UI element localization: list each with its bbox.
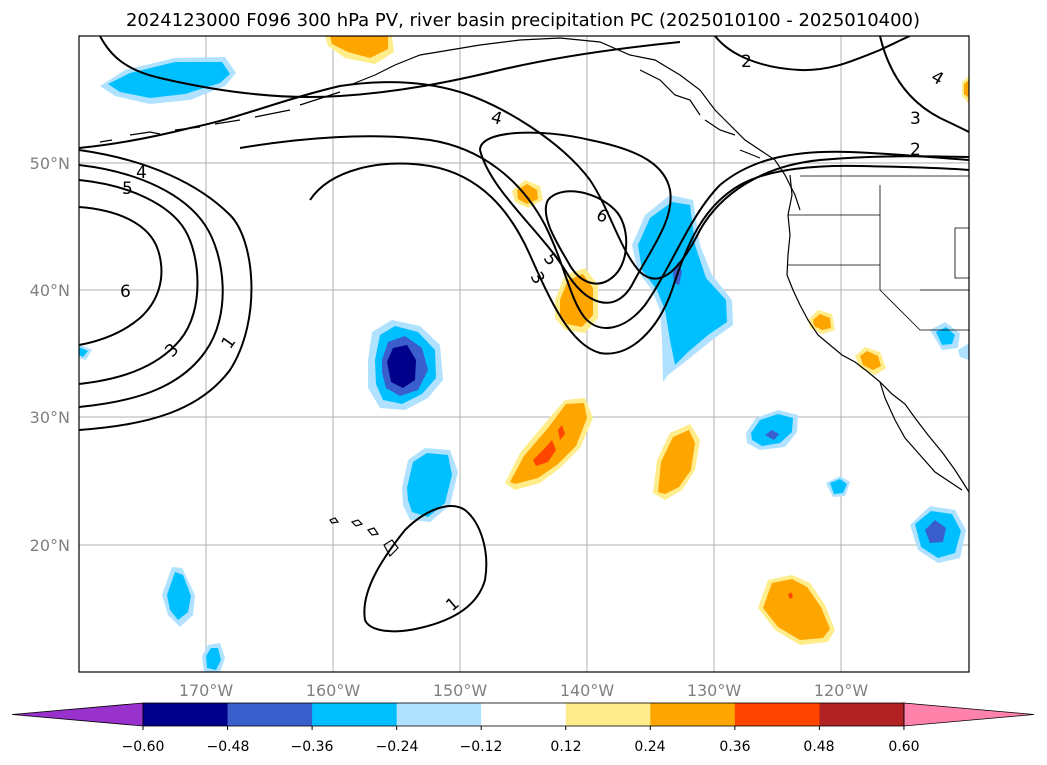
contour-label: 5 (122, 179, 133, 199)
pv-contours (79, 36, 969, 633)
colorbar-frame (142, 702, 905, 727)
contour-label: 4 (136, 163, 147, 183)
colorbar-extend-max (903, 702, 1035, 727)
colorbar-tick-label: −0.60 (122, 739, 165, 755)
contour-label: 2 (741, 52, 752, 72)
lon-label: 160°W (306, 681, 361, 700)
colorbar-segment (481, 703, 567, 726)
lat-label: 50°N (30, 154, 70, 173)
colorbar-segment (312, 703, 398, 726)
lat-label: 40°N (30, 281, 70, 300)
colorbar-segment (143, 703, 229, 726)
lon-label: 120°W (814, 681, 869, 700)
lon-label: 140°W (560, 681, 615, 700)
colorbar-tick-labels: −0.60 −0.48 −0.36 −0.24 −0.12 0.12 0.24 … (122, 739, 920, 755)
colorbar-extend-min (11, 702, 144, 727)
colorbar-tick-label: 0.24 (634, 739, 665, 755)
colorbar-tick-label: 0.12 (550, 739, 581, 755)
colorbar-segment (819, 703, 905, 726)
colorbar-segment (565, 703, 651, 726)
colorbar-tick-label: −0.36 (291, 739, 334, 755)
map-title: 2024123000 F096 300 hPa PV, river basin … (126, 10, 920, 31)
lon-label: 170°W (179, 681, 234, 700)
contour-label: 2 (910, 140, 921, 160)
colorbar-segment (734, 703, 820, 726)
lat-label: 20°N (30, 536, 70, 555)
contour-label: 3 (910, 109, 921, 129)
contour-label: 4 (489, 108, 505, 130)
colorbar-tick-label: 0.48 (803, 739, 834, 755)
colorbar-segment (650, 703, 736, 726)
colorbar-segment (396, 703, 482, 726)
map-area: 1 1 2 2 3 3 3 4 4 4 5 5 6 6 (79, 36, 969, 672)
colorbar (11, 702, 1035, 730)
colorbar-tick-label: −0.24 (376, 739, 419, 755)
contour-label: 6 (120, 282, 131, 302)
colorbar-tick-label: −0.12 (460, 739, 503, 755)
colorbar-tick-label: 0.36 (719, 739, 750, 755)
longitude-labels: 170°W 160°W 150°W 140°W 130°W 120°W (179, 681, 869, 700)
latitude-labels: 50°N 40°N 30°N 20°N (30, 154, 70, 555)
lon-label: 150°W (433, 681, 488, 700)
colorbar-tick-label: −0.48 (207, 739, 250, 755)
lat-label: 30°N (30, 408, 70, 427)
map-frame (78, 35, 970, 673)
lon-label: 130°W (687, 681, 742, 700)
colorbar-segment (227, 703, 313, 726)
colorbar-tick-label: 0.60 (888, 739, 919, 755)
